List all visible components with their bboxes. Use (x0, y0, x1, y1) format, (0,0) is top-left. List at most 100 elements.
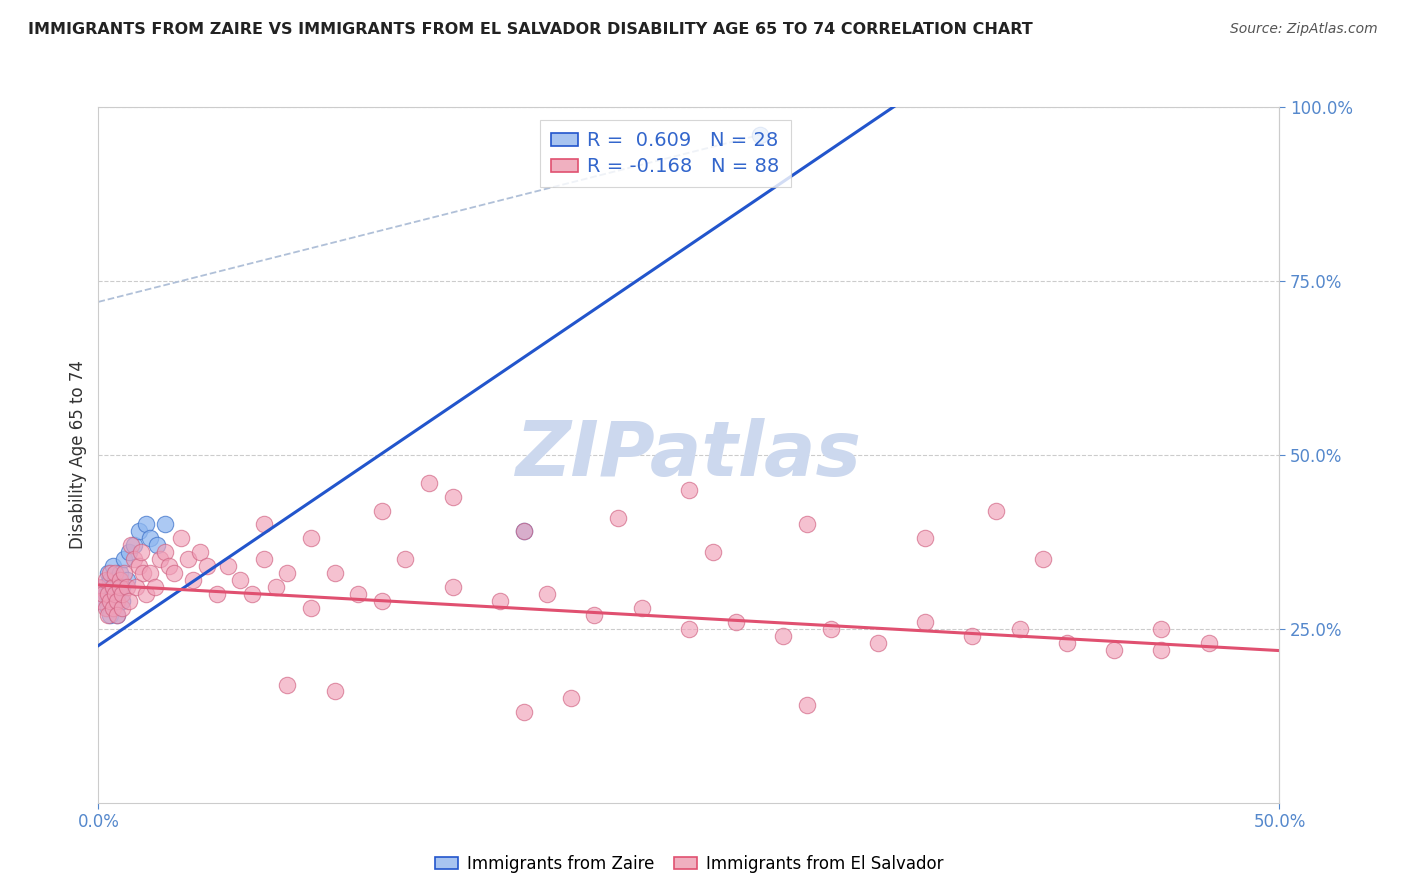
Point (101, 587, 124, 601)
Point (98, 566, 121, 581)
Point (240, 587, 263, 601)
Point (118, 545, 141, 559)
Point (177, 552, 200, 566)
Point (128, 524, 150, 539)
Point (678, 622, 700, 636)
Point (122, 552, 145, 566)
Point (111, 594, 134, 608)
Point (748, 128, 770, 142)
Legend: Immigrants from Zaire, Immigrants from El Salvador: Immigrants from Zaire, Immigrants from E… (429, 848, 949, 880)
Point (866, 636, 889, 650)
Point (630, 601, 652, 615)
Point (97, 607, 120, 622)
Point (195, 559, 218, 574)
Point (253, 517, 276, 532)
Point (97, 601, 120, 615)
Point (101, 559, 124, 574)
Point (115, 580, 138, 594)
Point (94, 587, 117, 601)
Point (105, 607, 128, 622)
Point (1032, 552, 1054, 566)
Point (112, 566, 135, 581)
Point (121, 538, 143, 552)
Point (104, 566, 127, 581)
Point (1150, 622, 1173, 636)
Point (98, 607, 121, 622)
Point (139, 566, 162, 581)
Point (299, 601, 322, 615)
Point (512, 706, 534, 720)
Point (583, 607, 606, 622)
Point (441, 490, 464, 504)
Point (163, 566, 186, 581)
Point (135, 517, 157, 532)
Point (105, 607, 128, 622)
Point (1056, 636, 1078, 650)
Point (772, 629, 794, 643)
Point (111, 580, 134, 594)
Point (276, 677, 298, 691)
Point (962, 629, 984, 643)
Point (1150, 642, 1173, 657)
Point (104, 587, 127, 601)
Point (217, 559, 239, 574)
Point (94, 573, 117, 587)
Point (299, 532, 322, 546)
Point (87, 594, 110, 608)
Point (153, 545, 176, 559)
Point (111, 601, 134, 615)
Point (181, 573, 204, 587)
Point (276, 566, 298, 581)
Point (98, 573, 121, 587)
Point (118, 594, 141, 608)
Point (128, 559, 150, 574)
Point (108, 580, 131, 594)
Point (108, 580, 131, 594)
Point (129, 545, 152, 559)
Point (101, 580, 124, 594)
Text: ZIPatlas: ZIPatlas (516, 418, 862, 491)
Text: IMMIGRANTS FROM ZAIRE VS IMMIGRANTS FROM EL SALVADOR DISABILITY AGE 65 TO 74 COR: IMMIGRANTS FROM ZAIRE VS IMMIGRANTS FROM… (28, 22, 1033, 37)
Point (264, 580, 287, 594)
Point (115, 573, 138, 587)
Point (91, 580, 114, 594)
Legend: R =  0.609   N = 28, R = -0.168   N = 88: R = 0.609 N = 28, R = -0.168 N = 88 (540, 120, 790, 187)
Point (105, 587, 128, 601)
Point (914, 532, 936, 546)
Point (607, 510, 630, 524)
Text: Source: ZipAtlas.com: Source: ZipAtlas.com (1230, 22, 1378, 37)
Point (229, 573, 252, 587)
Point (111, 587, 134, 601)
Point (512, 524, 534, 539)
Point (132, 566, 155, 581)
Point (112, 552, 135, 566)
Point (149, 552, 172, 566)
Point (678, 483, 700, 497)
Point (108, 566, 131, 581)
Point (91, 587, 114, 601)
Point (135, 587, 157, 601)
Point (536, 587, 558, 601)
Point (253, 552, 276, 566)
Point (702, 545, 724, 559)
Point (512, 524, 534, 539)
Point (1198, 636, 1220, 650)
Point (101, 601, 124, 615)
Point (323, 684, 346, 698)
Point (104, 594, 127, 608)
Point (105, 594, 128, 608)
Point (205, 587, 228, 601)
Point (725, 615, 748, 629)
Point (394, 552, 416, 566)
Point (146, 538, 169, 552)
Point (157, 559, 180, 574)
Point (90, 594, 112, 608)
Point (170, 532, 193, 546)
Point (94, 601, 117, 615)
Y-axis label: Disability Age 65 to 74: Disability Age 65 to 74 (69, 360, 87, 549)
Point (371, 503, 394, 517)
Point (125, 580, 148, 594)
Point (820, 622, 842, 636)
Point (1008, 622, 1031, 636)
Point (153, 517, 176, 532)
